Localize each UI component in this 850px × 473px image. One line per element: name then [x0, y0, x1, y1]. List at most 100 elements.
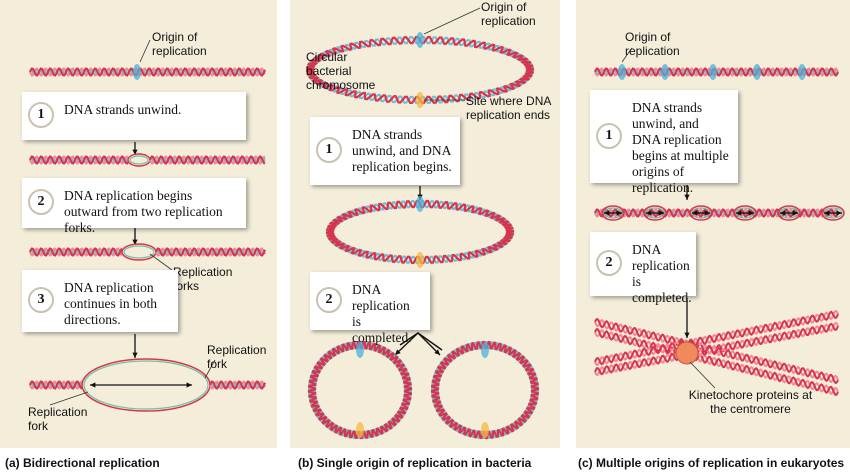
- leader-line: [149, 253, 173, 271]
- leader-line: [49, 391, 89, 406]
- origin-marker: [416, 92, 424, 108]
- origin-marker: [133, 64, 141, 80]
- origin-marker: [356, 422, 364, 438]
- replication-bubble: [643, 205, 667, 221]
- arrow-head: [186, 382, 192, 388]
- origin-marker: [798, 64, 806, 80]
- label: Origin of replication: [152, 30, 207, 58]
- origin-marker: [481, 342, 489, 358]
- label: Replication fork: [28, 405, 88, 433]
- origin-marker: [416, 252, 424, 268]
- arrow-head: [616, 210, 622, 216]
- label: Circular bacterial chromosome: [306, 50, 376, 92]
- caption: (b) Single origin of replication in bact…: [298, 456, 532, 470]
- step-box: 1 DNA strands unwind, and DNA replication…: [310, 117, 460, 185]
- step-text: DNA replication is completed.: [352, 282, 412, 345]
- origin-marker: [481, 422, 489, 438]
- arrow-head: [604, 210, 610, 216]
- step-number: 1: [316, 137, 342, 163]
- replication-bubble: [689, 205, 713, 221]
- arrow-head: [658, 210, 664, 216]
- dna-strand: [154, 247, 267, 257]
- leader-line: [139, 39, 151, 63]
- arrow-head: [836, 210, 842, 216]
- step-number: 3: [28, 287, 54, 313]
- origin-marker: [709, 64, 717, 80]
- step-box: 3 DNA replication continues in both direc…: [22, 270, 178, 332]
- replication-bubble: [733, 205, 757, 221]
- step-box: 2 DNA replication is completed.: [310, 272, 430, 345]
- dna-strand: [594, 327, 839, 397]
- dna-strand: [430, 340, 540, 440]
- arrow-head: [748, 210, 754, 216]
- step-text: DNA replication begins outward from two …: [64, 188, 223, 235]
- step-number: 2: [28, 189, 54, 215]
- arrow-head: [646, 210, 652, 216]
- origin-marker: [416, 196, 424, 212]
- step-text: DNA strands unwind, and DNA replication …: [352, 127, 452, 174]
- arrow-head: [684, 194, 690, 200]
- dna-strand: [594, 310, 839, 366]
- step-number: 1: [596, 122, 622, 149]
- dna-strand: [594, 317, 839, 385]
- label: Replication fork: [207, 343, 267, 371]
- leader-line: [621, 47, 633, 63]
- step-text: DNA replication continues in both direct…: [64, 280, 157, 327]
- replication-bubble-new: [83, 360, 209, 410]
- arrow-head: [132, 149, 138, 155]
- caption: (c) Multiple origins of replication in e…: [578, 456, 845, 470]
- label: Origin of replication: [625, 30, 680, 58]
- replication-bubble: [601, 205, 625, 221]
- step-text: DNA strands unwind, and DNA replication …: [632, 100, 729, 195]
- arrow-head: [736, 210, 742, 216]
- step-number: 2: [316, 287, 342, 313]
- leader-line: [423, 7, 481, 35]
- step-box: 1 DNA strands unwind.: [22, 92, 246, 140]
- dna-strand: [149, 155, 266, 165]
- leader-line: [204, 359, 216, 379]
- step-box: 2 DNA replication is completed.: [590, 232, 696, 305]
- arrow-head: [692, 210, 698, 216]
- arrow-head: [395, 349, 401, 355]
- label: Kinetochore proteins at the centromere: [688, 388, 813, 416]
- arrow-head: [780, 210, 786, 216]
- dna-strand: [305, 35, 535, 105]
- replication-bubble: [821, 205, 845, 221]
- dna-strand: [148, 155, 266, 165]
- arrow-head: [132, 352, 138, 358]
- step-text: DNA strands unwind.: [64, 102, 182, 117]
- arrow-head: [684, 332, 690, 338]
- replication-bubble-new: [129, 155, 149, 165]
- arrow-head: [434, 349, 440, 355]
- label: Origin of replication: [481, 0, 536, 28]
- dna-strand: [28, 155, 129, 165]
- step-box: 2 DNA replication begins outward from two…: [22, 178, 246, 235]
- arrow-head: [792, 210, 798, 216]
- origin-marker: [416, 32, 424, 48]
- origin-marker: [753, 64, 761, 80]
- replication-bubble-new: [123, 245, 155, 259]
- leader-line: [689, 361, 716, 389]
- origin-marker: [661, 64, 669, 80]
- step-text: DNA replication is completed.: [632, 242, 692, 305]
- origin-marker: [356, 342, 364, 358]
- arrow-head: [704, 210, 710, 216]
- kinetochore: [675, 341, 699, 365]
- step-number: 1: [28, 102, 54, 128]
- arrow-head: [132, 239, 138, 245]
- arrow-head: [90, 382, 96, 388]
- step-box: 1 DNA strands unwind, and DNA replication…: [590, 90, 738, 195]
- label: Replication forks: [173, 265, 233, 293]
- dna-strand: [28, 67, 267, 77]
- step-number: 2: [596, 250, 622, 276]
- dna-strand: [28, 380, 83, 390]
- dna-strand: [28, 247, 123, 257]
- label: Site where DNA replication ends: [466, 94, 551, 122]
- dna-strand: [307, 340, 413, 440]
- arrow-head: [824, 210, 830, 216]
- dna-strand: [325, 199, 515, 265]
- replication-bubble: [777, 205, 801, 221]
- caption: (a) Bidirectional replication: [5, 456, 160, 470]
